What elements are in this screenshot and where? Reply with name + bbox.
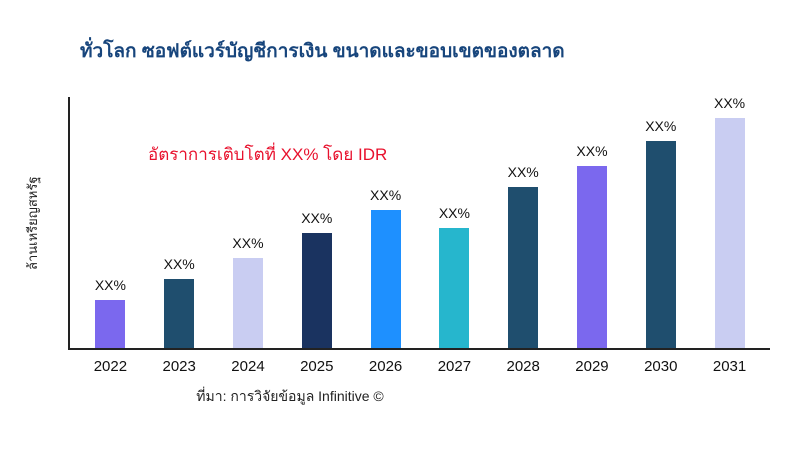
bar	[576, 166, 607, 348]
bar-slot: XX% 2030	[628, 118, 694, 375]
growth-rate-annotation: อัตราการเติบโตที่ XX% โดย IDR	[148, 145, 388, 164]
bar-slot: XX% 2031	[697, 95, 763, 375]
bar	[301, 233, 332, 348]
bar-slot: XX% 2028	[490, 164, 556, 375]
bar	[370, 210, 401, 348]
bar	[645, 141, 676, 348]
bar-slot: XX% 2026	[353, 187, 419, 375]
bar-value-label: XX%	[370, 187, 402, 203]
bar-value-label: XX%	[438, 205, 470, 221]
source-note: ที่มา: การวิจัยข้อมูล Infinitive ©	[196, 388, 384, 404]
bar-value-label: XX%	[163, 256, 195, 272]
bar-slot: XX% 2029	[559, 143, 625, 375]
x-tick-label: 2022	[93, 358, 128, 375]
bar-value-label: XX%	[232, 235, 264, 251]
bar-slot: XX% 2024	[215, 235, 281, 375]
bar	[95, 300, 126, 348]
plot-area: อัตราการเติบโตที่ XX% โดย IDR XX% 2022 XX%…	[68, 95, 770, 375]
bar-slot: XX% 2025	[284, 210, 350, 375]
x-tick-label: 2030	[644, 358, 678, 375]
x-tick-label: 2028	[506, 358, 540, 375]
bar-slot: XX% 2023	[146, 256, 212, 375]
x-tick-label: 2024	[231, 358, 265, 375]
bar-value-label: XX%	[301, 210, 333, 226]
bar-value-label: XX%	[714, 95, 746, 111]
bar-value-label: XX%	[576, 143, 608, 159]
bar	[164, 279, 195, 348]
bar	[508, 187, 539, 348]
x-tick-label: 2029	[575, 358, 609, 375]
bar	[714, 118, 745, 348]
bar-value-label: XX%	[507, 164, 539, 180]
y-axis-label: ล้านเหรียญสหรัฐ	[25, 176, 40, 271]
chart-title: ทั่วโลก ซอฟต์แวร์บัญชีการเงิน ขนาดและขอบ…	[80, 41, 565, 62]
bar-value-label: XX%	[645, 118, 677, 134]
x-tick-label: 2025	[300, 358, 334, 375]
bar-slot: XX% 2022	[77, 277, 143, 375]
bar	[439, 228, 470, 348]
x-tick-label: 2031	[712, 358, 747, 375]
bar-slot: XX% 2027	[421, 205, 487, 375]
bars: XX% 2022 XX% 2023 XX% 2024 XX% 2025 XX% 2026 XX% 20…	[70, 95, 770, 375]
bar	[232, 258, 263, 348]
x-tick-label: 2027	[437, 358, 472, 375]
x-tick-label: 2023	[162, 358, 196, 375]
x-tick-label: 2026	[368, 358, 403, 375]
bar-value-label: XX%	[94, 277, 126, 293]
